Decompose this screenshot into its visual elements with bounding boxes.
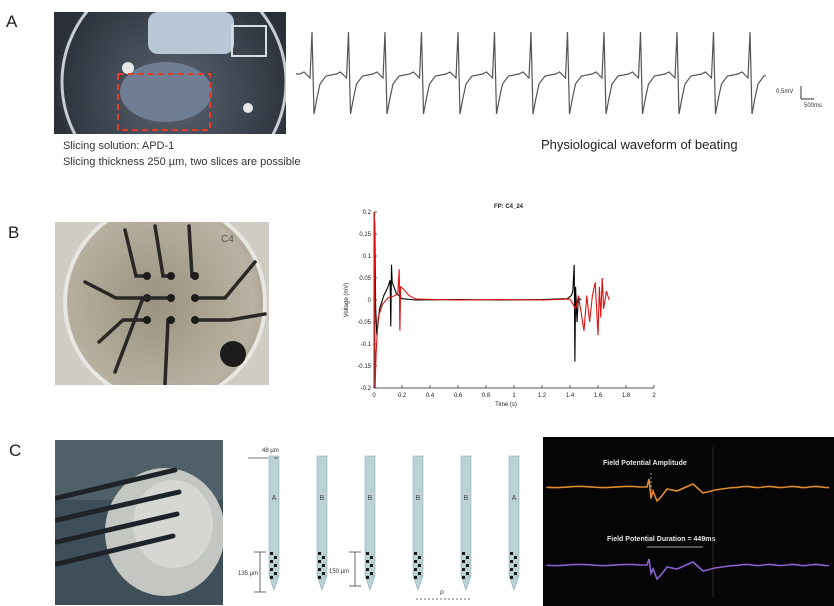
chart-title: FP: C4_24 (494, 204, 524, 210)
x-tick-label: 0 (372, 393, 376, 399)
caption-line-2: Slicing thickness 250 µm, two slices are… (63, 156, 301, 168)
field-potential-chart: FP: C4_24 0.2 0.15 0.1 0.05 0 -0.05 -0.1 -0.15 -0… (320, 198, 660, 413)
waveform-trace (296, 31, 775, 115)
panel-label-a: A (6, 12, 18, 31)
x-tick-label: 1.2 (538, 393, 547, 399)
x-tick-label: 1.6 (594, 393, 603, 399)
probe-insertion-photo (55, 440, 223, 605)
x-tick-label: 0.6 (454, 393, 463, 399)
y-tick-label: 0.2 (363, 210, 372, 216)
scale-voltage-label: 0.5mV (776, 89, 793, 95)
x-tick-label: 2 (652, 393, 656, 399)
panel-label-b: B (8, 223, 20, 242)
heart-slice-photo (54, 12, 286, 134)
waveform-caption: Physiological waveform of beating (541, 137, 738, 152)
scale-time-label: 500ms (804, 103, 822, 109)
series-line-1 (373, 220, 582, 362)
y-tick-label: 0.05 (359, 276, 371, 282)
y-tick-label: 0 (368, 298, 372, 304)
y-axis-label: Voltage (mV) (344, 283, 350, 318)
x-axis-label: Time (s) (495, 402, 517, 408)
mea-electrode-photo: C4 (55, 222, 269, 385)
spacing-label: P (440, 591, 444, 597)
depth-label-2: 150 µm (329, 569, 349, 575)
shank-label: B (368, 495, 373, 502)
scale-bar: 0.5mV 500ms (774, 80, 834, 120)
shank-label: B (320, 495, 325, 502)
x-tick-label: 0.8 (482, 393, 491, 399)
shank-label: A (272, 495, 277, 502)
x-tick-label: 0.4 (426, 393, 435, 399)
panel-label-c: C (9, 441, 22, 460)
x-tick-label: 1.8 (622, 393, 631, 399)
amplitude-label: Field Potential Amplitude (603, 460, 687, 467)
electrode-label: C4 (221, 234, 234, 245)
x-tick-label: 1 (512, 393, 516, 399)
shank-label: B (416, 495, 421, 502)
slicing-caption: Slicing solution: APD-1 Slicing thicknes… (63, 138, 353, 170)
shank-label: B (464, 495, 469, 502)
y-tick-label: -0.2 (361, 386, 372, 392)
depth-label-1: 135 µm (238, 571, 258, 577)
field-potential-trace-panel: Field Potential Amplitude Field Potentia… (543, 437, 834, 606)
series-line-2 (373, 211, 610, 389)
y-tick-label: 0.1 (363, 254, 372, 260)
beating-waveform (296, 26, 775, 126)
pitch-label: 48 µm (262, 448, 279, 454)
y-tick-label: -0.15 (357, 364, 371, 370)
shank-label: A (512, 495, 517, 502)
x-tick-label: 0.2 (398, 393, 407, 399)
y-tick-label: 0.15 (359, 232, 371, 238)
y-tick-label: -0.1 (361, 342, 372, 348)
y-tick-label: -0.05 (357, 320, 371, 326)
x-tick-label: 1.4 (566, 393, 575, 399)
duration-label: Field Potential Duration = 449ms (607, 536, 715, 543)
caption-line-1: Slicing solution: APD-1 (63, 140, 175, 152)
